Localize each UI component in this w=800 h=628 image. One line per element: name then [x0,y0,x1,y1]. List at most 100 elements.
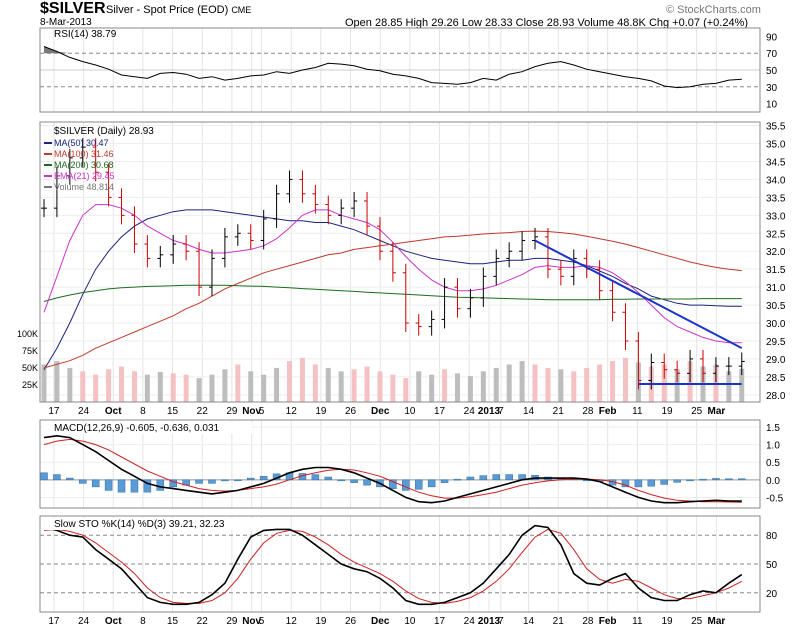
macd-histogram-bar [195,479,203,484]
x-axis-label-bottom: 11 [632,616,643,627]
macd-histogram-bar [143,479,152,493]
x-axis-label: 24 [464,406,476,417]
description-text: Silver - Spot Price (EOD) [106,4,229,16]
x-axis-label: 24 [78,406,90,417]
macd-histogram-bar [414,479,423,490]
trendline [534,239,743,350]
macd-histogram-bar [40,472,48,481]
watermark: © StockCharts.com [666,4,761,16]
instrument-description: Silver - Spot Price (EOD) CME [106,4,251,16]
volume-bar [351,369,357,402]
macd-histogram-bar [246,477,255,481]
quote-summary: Open 28.85 High 29.26 Low 28.33 Close 28… [345,17,749,29]
price-y-tick: 29.0 [766,355,786,366]
rsi-y-tick: 50 [766,66,778,77]
volume-bar [338,371,344,402]
price-title: $SILVER (Daily) 28.93 [54,126,154,137]
volume-bar [674,369,680,402]
volume-bar [597,364,603,402]
volume-bar [299,357,305,402]
volume-bar [312,364,318,402]
x-axis-label: Oct [105,406,122,417]
volume-bar [364,366,370,402]
x-axis-label-bottom: 24 [464,616,476,627]
x-axis-label: 15 [167,406,179,417]
volume-bar [287,361,293,402]
macd-histogram-bar [130,479,139,493]
macd-histogram-bar [660,479,668,485]
x-axis-label: 17 [434,406,446,417]
volume-bar [274,367,280,402]
legend-label: EMA(21) 29.45 [54,171,115,181]
volume-bar [429,374,435,402]
price-y-tick: 35.5 [766,122,786,133]
macd-histogram-bar [479,475,488,481]
legend-label: MA(100) 31.46 [54,149,114,159]
volume-bar [506,364,512,402]
macd-y-tick: 0.0 [766,476,780,487]
chart-date: 8-Mar-2013 [40,17,92,28]
x-axis-label-bottom: Nov [242,616,261,627]
sto-d-line [43,528,743,604]
macd-histogram-bar [66,477,74,481]
macd-histogram-bar [311,474,320,481]
ticker-symbol: $SILVER [40,0,106,17]
macd-histogram-bar [505,474,513,481]
legend-label: MA(200) 30.68 [54,160,114,170]
volume-y-tick: 25K [22,380,38,390]
volume-bar [480,371,486,402]
macd-histogram-bar [389,479,397,489]
macd-histogram-bar [453,478,462,481]
rsi-y-tick: 70 [766,49,778,60]
legend-label: Volume 48,814 [54,182,114,192]
x-axis-label: 19 [661,406,673,417]
x-axis-label-bottom: Oct [105,616,122,627]
volume-bar [144,374,150,402]
macd-line [43,434,742,504]
macd-histogram-bar [427,479,436,488]
macd-histogram-bar [259,476,268,481]
macd-histogram-bar [686,479,694,482]
x-axis-label-bottom: 21 [553,616,565,627]
x-axis-label-bottom: 17 [434,616,446,627]
macd-histogram-bar [712,478,720,481]
volume-bar [454,373,460,402]
price-y-tick: 32.0 [766,247,786,258]
x-axis-label-bottom: 29 [226,616,238,627]
volume-y-tick: 50K [22,363,38,373]
volume-bar [584,367,590,402]
x-axis-label: 17 [48,406,60,417]
macd-y-tick: 1.0 [766,441,780,452]
x-axis-label: 21 [553,406,565,417]
macd-histogram-bar [350,479,358,483]
volume-bar [183,374,189,402]
volume-y-tick: 75K [22,346,38,356]
volume-bar [622,357,628,402]
volume-bar [106,369,112,402]
price-y-tick: 30.5 [766,301,786,312]
macd-histogram-bar [647,479,656,487]
price-y-tick: 28.5 [766,373,786,384]
x-axis-label: 26 [345,406,357,417]
x-axis-label-bottom: 17 [48,616,60,627]
volume-bar [571,371,577,402]
x-axis-label: 12 [286,406,298,417]
x-axis-label-bottom: 19 [315,616,327,627]
x-axis-label: Mar [708,406,726,417]
macd-y-tick: -0.5 [766,493,784,504]
x-axis-label: 2013 [478,406,501,417]
volume-bar [545,367,551,402]
legend-label: MA(50) 30.47 [54,138,109,148]
macd-histogram-bar [104,479,113,491]
x-axis-label: 29 [226,406,238,417]
x-axis-label-bottom: Dec [371,616,390,627]
x-axis-label: 11 [632,406,643,417]
x-axis-label: 25 [691,406,703,417]
sto-k-line [43,524,743,606]
x-axis-label-bottom: Feb [599,616,617,627]
macd-y-tick: 1.5 [766,423,780,434]
volume-bar [390,374,396,402]
exchange-label: CME [231,5,252,15]
sto-title: Slow STO %K(14) %D(3) 39.21, 32.23 [54,519,225,530]
volume-bar [119,366,125,402]
